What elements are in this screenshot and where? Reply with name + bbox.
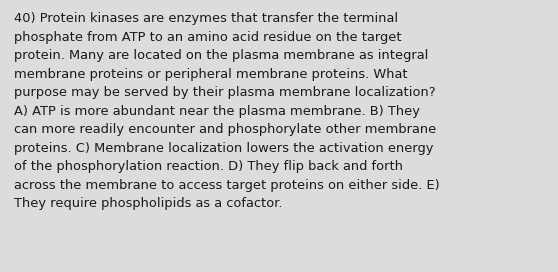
Text: 40) Protein kinases are enzymes that transfer the terminal
phosphate from ATP to: 40) Protein kinases are enzymes that tra… [14,12,440,210]
